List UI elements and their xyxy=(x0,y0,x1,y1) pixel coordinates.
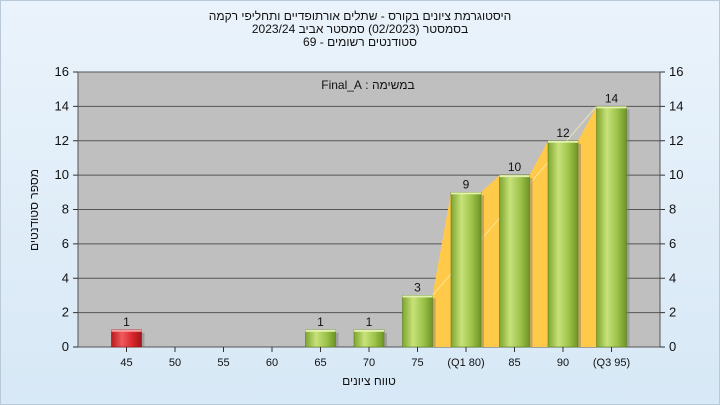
x-tick-label: 70 xyxy=(363,357,375,369)
bar-top xyxy=(354,329,384,332)
y-tick-label-left: 4 xyxy=(62,270,69,285)
x-tick-label: (Q1 80) xyxy=(447,357,484,369)
y-tick-label-left: 14 xyxy=(55,98,69,113)
y-tick-label-right: 10 xyxy=(669,167,683,182)
bar xyxy=(111,329,142,348)
x-tick-label: 75 xyxy=(411,357,423,369)
y-tick-label-right: 0 xyxy=(669,339,676,354)
y-axis-right: 0 2 4 6 8 10 12 14 16 xyxy=(660,64,683,354)
bar xyxy=(596,106,627,348)
data-label: 14 xyxy=(605,91,619,105)
y-tick-label-left: 8 xyxy=(62,202,69,217)
bar xyxy=(353,329,385,348)
y-tick-label-right: 16 xyxy=(669,64,683,79)
y-tick-label-left: 2 xyxy=(62,305,69,320)
x-tick-label: 65 xyxy=(314,357,326,369)
data-label: 3 xyxy=(414,280,421,294)
bar xyxy=(305,329,336,348)
y-tick-label-right: 14 xyxy=(669,98,683,113)
x-tick-label: 90 xyxy=(557,357,569,369)
chart-annotation: במשימה : Final_A xyxy=(321,78,414,92)
bar xyxy=(450,192,482,348)
data-labels: 1 1 1 3 9 10 12 14 xyxy=(123,91,618,328)
chart-subtitle: בסמסטר (02/2023) סמסטר אביב 2023/24 xyxy=(251,22,469,36)
y-axis-label: מספר סטודנטים xyxy=(27,169,41,251)
bar-top xyxy=(451,192,481,195)
bar-top xyxy=(596,106,627,109)
data-label: 1 xyxy=(317,315,324,329)
y-tick-label-right: 12 xyxy=(669,133,683,148)
y-tick-label-left: 12 xyxy=(55,133,69,148)
y-tick-label-right: 6 xyxy=(669,236,676,251)
x-tick-label: (Q3 95) xyxy=(593,357,630,369)
bar-top xyxy=(111,329,142,332)
x-tick-label: 50 xyxy=(169,357,181,369)
chart-titles: היסטוגרמת ציונים בקורס - שתלים אורתופדיי… xyxy=(0,10,720,49)
x-axis: 45 50 55 60 65 70 75 (Q1 80) 85 90 (Q3 95) xyxy=(120,347,630,369)
bar xyxy=(499,174,530,348)
chart-student-count: סטודנטים רשומים - 69 xyxy=(303,35,417,49)
bar xyxy=(547,140,579,348)
data-label: 10 xyxy=(508,160,522,174)
y-tick-label-left: 16 xyxy=(55,64,69,79)
y-tick-label-left: 10 xyxy=(55,167,69,182)
data-label: 12 xyxy=(556,126,570,140)
bar-top xyxy=(499,175,530,178)
y-tick-label-left: 0 xyxy=(62,339,69,354)
bar-top xyxy=(548,140,578,143)
x-tick-label: 55 xyxy=(217,357,229,369)
x-tick-label: 45 xyxy=(120,357,132,369)
bars xyxy=(111,106,630,348)
data-label: 1 xyxy=(366,315,373,329)
y-tick-label-right: 8 xyxy=(669,202,676,217)
data-label: 9 xyxy=(463,177,470,191)
x-tick-label: 60 xyxy=(266,357,278,369)
x-axis-label: טווח ציונים xyxy=(342,374,396,388)
bar-top xyxy=(305,329,336,332)
y-tick-label-right: 4 xyxy=(669,270,676,285)
chart-title: היסטוגרמת ציונים בקורס - שתלים אורתופדיי… xyxy=(208,9,512,23)
x-tick-label: 85 xyxy=(508,357,520,369)
y-tick-label-left: 6 xyxy=(62,236,69,251)
bar xyxy=(402,295,433,348)
y-tick-label-right: 2 xyxy=(669,305,676,320)
data-label: 1 xyxy=(123,315,130,329)
y-axis-left: 0 2 4 6 8 10 12 14 16 xyxy=(55,64,78,354)
bar-top xyxy=(402,295,433,298)
